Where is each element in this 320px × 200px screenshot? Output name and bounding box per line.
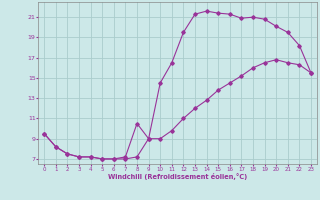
X-axis label: Windchill (Refroidissement éolien,°C): Windchill (Refroidissement éolien,°C) [108,173,247,180]
